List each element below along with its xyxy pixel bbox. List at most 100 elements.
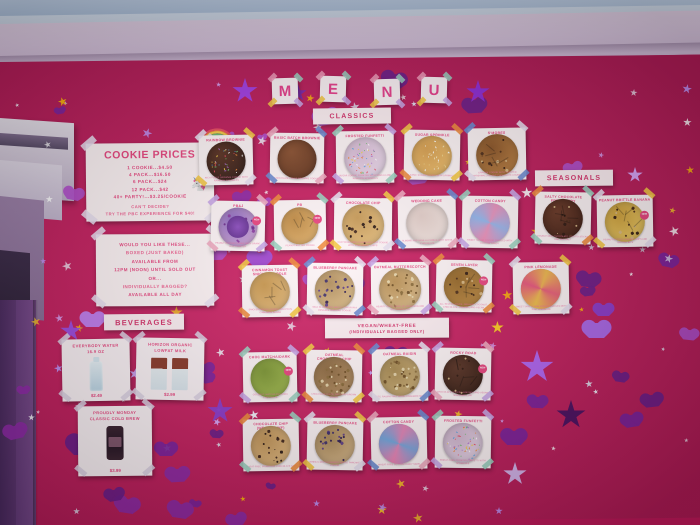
heart-sticker (506, 430, 521, 445)
cookie-topping (361, 222, 366, 226)
cookie-prices-title: COOKIE PRICES (104, 148, 196, 162)
cookie-topping (276, 460, 280, 464)
cookie-topping (352, 148, 354, 150)
cookie-photo (475, 133, 519, 177)
cookie-topping (633, 210, 636, 213)
cookie-photo (314, 269, 356, 311)
cookie-topping (415, 285, 418, 287)
cookie-topping (359, 143, 361, 146)
cookie-description: HEARTY OATS, PINCH OF CINNAMON AND BUTTE… (376, 305, 425, 312)
cookie-topping (257, 455, 261, 459)
cookie-photo (218, 207, 258, 247)
cookie-topping (435, 156, 438, 159)
cookie-topping (384, 379, 388, 383)
cookie-topping (435, 146, 437, 149)
cookie-topping (459, 285, 462, 289)
cookie-topping (350, 166, 353, 168)
cookie-topping (396, 361, 401, 365)
cookie-topping (464, 450, 466, 453)
cookie-topping (335, 382, 338, 386)
cookie-card: SEVEN LAYER ALL SEVEN LAYERS: GRAHAM, COC… (431, 252, 496, 314)
cookie-topping (424, 168, 426, 171)
cookie-topping (464, 358, 467, 361)
cookie-topping (478, 291, 483, 296)
cookie-card: PB&J PEANUT BUTTER COOKIE WITH GRAPE JELL… (206, 193, 269, 253)
cookie-topping (389, 295, 394, 300)
cookie-topping (331, 431, 335, 434)
cookie-topping (324, 382, 329, 387)
cookie-prices-sign: COOKIE PRICES 1 COOKIE...$4.50 4 PACK...$… (80, 133, 222, 225)
milk-carton (171, 358, 189, 391)
cookie-photo (341, 203, 385, 247)
cookie-topping (391, 283, 394, 286)
cookie-topping (225, 158, 227, 160)
cookie-topping (407, 293, 410, 296)
cookie-card: ROCKY ROAD(V)CHOCOLATE COOKIE, ALMONDS A… (430, 340, 495, 402)
new-badge: NEW (283, 366, 293, 376)
cookie-topping (404, 281, 407, 285)
cookie-topping (262, 442, 265, 446)
cookie-topping (357, 154, 359, 156)
cookie-topping (437, 161, 439, 164)
cookie-topping (465, 445, 468, 448)
cookie-topping (326, 431, 331, 436)
heart-sticker (159, 443, 172, 456)
cookie-photo (411, 135, 453, 177)
cookie-topping (325, 289, 328, 292)
cookie-topping (479, 444, 481, 447)
cookie-topping (433, 151, 435, 154)
heart-sticker (19, 387, 28, 395)
cookie-topping (218, 148, 220, 151)
beverage-card: EVERYBODY WATER 16.9 OZ $2.49 (57, 330, 134, 403)
cookie-topping (405, 376, 409, 380)
cookie-topping (330, 289, 334, 293)
cookie-topping (427, 156, 429, 158)
cookie-topping (213, 170, 215, 172)
cookie-topping (399, 292, 403, 297)
cookie-topping (365, 158, 367, 160)
cookie-topping (374, 158, 377, 161)
cookie-photo (469, 202, 511, 244)
cookie-topping (232, 160, 234, 162)
cookie-topping (317, 289, 321, 292)
cookie-topping (453, 450, 456, 452)
cookie-crack (485, 143, 495, 152)
cookie-card: COTTON CANDY(WF)WHEAT-FREE COTTON CANDY … (366, 409, 431, 471)
cookie-topping (435, 149, 437, 152)
cookie-topping (409, 289, 413, 292)
milk-carton-icon (150, 357, 190, 391)
cookie-topping (441, 154, 443, 157)
cookie-topping (463, 428, 465, 431)
cookie-topping (575, 224, 578, 227)
cookie-card: PEANUT BRITTLE BANANA PEANUT BUTTER, BANA… (592, 187, 657, 249)
beverage-name: HORIZON ORGANIC LOWFAT MILK (136, 337, 204, 354)
cookie-topping (457, 454, 459, 456)
cookie-topping (472, 284, 475, 287)
cookie-topping (251, 229, 255, 234)
cookie-card: BLUEBERRY PANCAKE WILD BLUEBERRY MAPLE FL… (302, 255, 367, 317)
new-badge: NEW (252, 216, 262, 226)
cookie-topping (552, 205, 556, 209)
cookie-topping (414, 370, 417, 373)
cookie-photo (281, 207, 319, 245)
cookie-topping (336, 285, 341, 290)
cookie-card: CHOCOLATE CHIP(WF OR V+WF)WHEAT-FREE SIG… (238, 411, 303, 473)
cookie-topping (329, 439, 333, 443)
cookie-topping (411, 386, 415, 390)
cookie-topping (336, 391, 339, 394)
banner-seasonals: SEASONALS (534, 169, 614, 187)
cookie-topping (235, 154, 237, 156)
cookie-topping (356, 169, 358, 172)
new-badge: NEW (312, 214, 322, 224)
cookie-topping (474, 433, 477, 435)
beverage-name-line2: LOWFAT MILK (154, 347, 187, 354)
cookie-topping (344, 378, 348, 382)
cookie-topping (325, 368, 328, 371)
cookie-photo (250, 358, 290, 398)
beverage-name-line2: CLASSIC COLD BREW (89, 415, 140, 422)
cookie-topping (224, 170, 227, 172)
cookie-topping (357, 158, 359, 160)
cookie-topping (215, 163, 217, 166)
cookie-prices-footer: CAN'T DECIDE? TRY THE PBC EXPERIENCE FOR … (86, 203, 214, 217)
cookie-topping (219, 174, 221, 176)
